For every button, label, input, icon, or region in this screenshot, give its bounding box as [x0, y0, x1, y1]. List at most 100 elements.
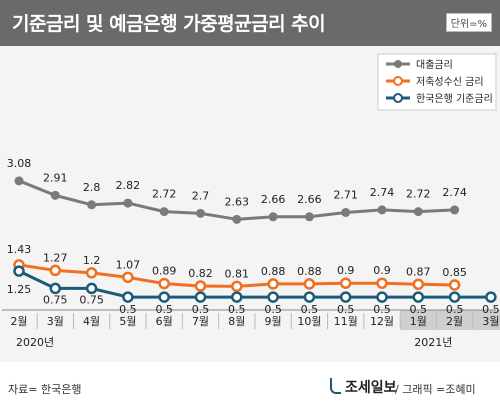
x-tick-label: 3월	[482, 315, 499, 328]
data-label: 2.82	[116, 179, 141, 192]
chart-title: 기준금리 및 예금은행 가중평균금리 추이	[12, 13, 326, 35]
data-point	[268, 212, 278, 222]
data-label: 2.66	[297, 193, 322, 206]
year-label: 2021년	[414, 336, 452, 349]
data-label: 0.81	[225, 267, 250, 280]
data-point	[303, 278, 316, 290]
data-point	[485, 291, 497, 303]
brand-icon	[330, 378, 341, 394]
data-label: 0.89	[152, 265, 177, 278]
data-label: 2.66	[261, 193, 286, 206]
data-point	[122, 271, 134, 284]
data-label: 0.5	[410, 303, 428, 316]
data-point	[412, 291, 425, 303]
data-point	[49, 282, 62, 295]
x-tick-label: 4월	[83, 315, 100, 328]
data-point	[376, 291, 388, 303]
x-tick-label: 5월	[119, 315, 136, 328]
data-label: 0.5	[446, 303, 464, 316]
data-point	[123, 198, 133, 208]
data-point	[413, 207, 423, 217]
data-label: 0.5	[119, 303, 137, 316]
data-label: 0.5	[192, 303, 210, 316]
data-label: 0.5	[337, 303, 355, 316]
data-point	[194, 291, 207, 303]
plot-panel: 2월 3월 4월 5월 6월 7월 8월 9월 10월 11월 12월 1월 2월 3월 2020년 2021…	[0, 46, 500, 362]
data-label: 2.74	[370, 186, 395, 199]
data-point	[341, 207, 351, 217]
data-label: 2.7	[192, 189, 210, 202]
data-label: 0.9	[373, 264, 391, 277]
legend-swatch-marker	[393, 93, 403, 103]
data-label: 0.82	[188, 267, 213, 280]
data-point	[231, 291, 243, 303]
data-label: 0.5	[155, 303, 173, 316]
data-point	[339, 291, 352, 303]
data-label: 3.08	[7, 157, 32, 170]
data-point	[267, 278, 279, 290]
x-tick-label: 2월	[446, 315, 463, 328]
x-tick-label: 7월	[192, 315, 209, 328]
data-point	[158, 277, 170, 290]
data-label: 2.74	[442, 186, 467, 199]
data-point	[158, 291, 170, 303]
data-label: 1.25	[7, 283, 32, 296]
data-label: 0.85	[442, 266, 467, 279]
data-label: 0.75	[79, 293, 104, 306]
data-label: 2.8	[83, 181, 101, 194]
data-point	[412, 278, 425, 291]
data-point	[85, 282, 98, 295]
data-label: 2.63	[225, 195, 250, 208]
data-point	[339, 277, 352, 289]
data-point	[85, 267, 98, 279]
data-label: 0.88	[297, 265, 322, 278]
data-point	[303, 291, 316, 303]
data-point	[377, 205, 387, 215]
data-label: 0.5	[228, 303, 246, 316]
data-label: 2.71	[333, 188, 358, 201]
brand-name: 조세일보	[345, 380, 397, 396]
data-point	[122, 291, 134, 303]
x-tick-label: 11월	[334, 315, 358, 328]
data-point	[50, 190, 60, 200]
x-tick-label: 8월	[228, 315, 245, 328]
data-label: 0.5	[482, 303, 500, 316]
x-tick-label: 6월	[156, 315, 173, 328]
data-label: 0.75	[43, 293, 68, 306]
legend-label: 저축성수신 금리	[416, 76, 484, 88]
data-point	[196, 208, 205, 218]
data-point	[159, 207, 169, 217]
data-label: 0.87	[406, 265, 431, 278]
data-label: 2.91	[43, 171, 68, 184]
data-point	[231, 280, 243, 293]
x-tick-label: 10월	[297, 315, 321, 328]
chart-footer: 자료= 한국은행 조세일보 / 그래픽 =조혜미	[0, 366, 500, 408]
x-tick-label: 12월	[370, 315, 394, 328]
unit-badge: 단위=%	[445, 13, 492, 32]
data-label: 0.9	[337, 264, 355, 277]
data-point	[232, 214, 242, 224]
series-line	[18, 269, 491, 299]
data-point	[194, 280, 207, 292]
data-point	[49, 264, 62, 277]
data-label: 0.5	[264, 303, 282, 316]
data-point	[87, 200, 97, 210]
x-tick-label: 1월	[410, 315, 427, 328]
data-point	[448, 279, 461, 291]
data-label: 0.5	[373, 303, 391, 316]
line-chart: 2월 3월 4월 5월 6월 7월 8월 9월 10월 11월 12월 1월 2월 3월 2020년 2021…	[2, 53, 500, 349]
x-tick-label: 2월	[10, 315, 27, 328]
brand-logo: 조세일보	[330, 377, 397, 397]
data-label: 0.88	[261, 265, 286, 278]
data-point	[13, 265, 25, 277]
data-point	[448, 291, 461, 303]
data-point	[450, 205, 460, 215]
chart-header: 기준금리 및 예금은행 가중평균금리 추이 단위=%	[0, 0, 500, 46]
data-point	[14, 176, 24, 186]
data-label: 1.07	[116, 258, 141, 271]
data-label: 1.27	[43, 251, 68, 264]
x-tick-label: 9월	[265, 315, 282, 328]
year-label: 2020년	[16, 336, 54, 349]
data-label: 0.5	[301, 303, 319, 316]
